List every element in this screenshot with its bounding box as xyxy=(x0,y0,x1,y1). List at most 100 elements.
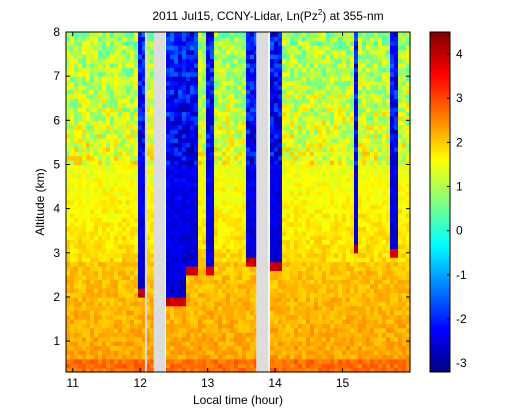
heatmap-cell xyxy=(198,115,203,121)
heatmap-cell xyxy=(138,288,143,294)
heatmap-cell xyxy=(66,213,71,219)
heatmap-cell xyxy=(302,67,307,73)
heatmap-cell xyxy=(102,62,107,68)
heatmap-cell xyxy=(238,292,243,298)
heatmap-cell xyxy=(234,349,239,355)
heatmap-cell xyxy=(250,76,255,82)
heatmap-cell xyxy=(326,146,331,152)
heatmap-cell xyxy=(110,45,115,51)
heatmap-cell xyxy=(182,146,187,152)
heatmap-cell xyxy=(230,98,235,104)
heatmap-cell xyxy=(78,137,83,143)
heatmap-cell xyxy=(302,111,307,117)
heatmap-cell xyxy=(238,274,243,280)
heatmap-cell xyxy=(270,129,275,135)
heatmap-cell xyxy=(186,292,191,298)
heatmap-cell xyxy=(290,160,295,166)
heatmap-cell xyxy=(114,93,119,99)
heatmap-cell xyxy=(326,221,331,227)
heatmap-cell xyxy=(342,80,347,86)
heatmap-cell xyxy=(106,120,111,126)
heatmap-cell xyxy=(314,182,319,188)
heatmap-cell xyxy=(142,239,147,245)
heatmap-cell xyxy=(134,266,139,272)
heatmap-cell xyxy=(146,76,151,82)
heatmap-cell xyxy=(330,133,335,139)
heatmap-cell xyxy=(78,310,83,316)
heatmap-cell xyxy=(94,283,99,289)
heatmap-cell xyxy=(182,67,187,73)
heatmap-cell xyxy=(302,301,307,307)
heatmap-cell xyxy=(326,310,331,316)
heatmap-cell xyxy=(114,323,119,329)
heatmap-cell xyxy=(78,230,83,236)
heatmap-cell xyxy=(118,120,123,126)
heatmap-cell xyxy=(218,84,223,91)
heatmap-cell xyxy=(290,137,295,143)
heatmap-cell xyxy=(110,323,115,329)
heatmap-cell xyxy=(270,314,275,320)
heatmap-cell xyxy=(90,283,95,289)
heatmap-cell xyxy=(150,190,155,196)
heatmap-cell xyxy=(306,40,311,46)
heatmap-cell xyxy=(206,54,211,60)
heatmap-cell xyxy=(182,323,187,329)
heatmap-cell xyxy=(166,173,171,179)
heatmap-cell xyxy=(346,221,351,227)
heatmap-cell xyxy=(198,336,203,342)
heatmap-cell xyxy=(298,235,303,241)
heatmap-cell xyxy=(206,358,211,364)
heatmap-cell xyxy=(134,296,139,302)
heatmap-cell xyxy=(118,45,123,51)
heatmap-cell xyxy=(314,107,319,113)
heatmap-cell xyxy=(210,129,215,135)
heatmap-cell xyxy=(250,367,255,373)
heatmap-cell xyxy=(110,261,115,267)
heatmap-cell xyxy=(310,36,315,42)
heatmap-cell xyxy=(214,274,219,280)
heatmap-cell xyxy=(238,314,243,320)
heatmap-cell xyxy=(334,120,339,126)
heatmap-cell xyxy=(182,40,187,46)
heatmap-cell xyxy=(130,129,135,135)
heatmap-cell xyxy=(282,76,287,82)
heatmap-cell xyxy=(314,129,319,135)
heatmap-cell xyxy=(130,120,135,126)
heatmap-cell xyxy=(338,314,343,320)
heatmap-cell xyxy=(74,142,79,148)
heatmap-cell xyxy=(138,257,143,263)
heatmap-cell xyxy=(202,279,207,285)
heatmap-cell xyxy=(186,252,191,258)
heatmap-cell xyxy=(294,208,299,214)
heatmap-cell xyxy=(178,93,183,99)
heatmap-cell xyxy=(310,107,315,113)
heatmap-cell xyxy=(226,279,231,285)
heatmap-cell xyxy=(338,327,343,333)
heatmap-cell xyxy=(270,84,275,91)
heatmap-cell xyxy=(134,124,139,130)
heatmap-cell xyxy=(234,58,239,64)
heatmap-cell xyxy=(214,204,219,210)
heatmap-cell xyxy=(206,292,211,298)
heatmap-cell xyxy=(222,345,227,351)
heatmap-cell xyxy=(318,36,323,42)
heatmap-cell xyxy=(166,40,171,46)
heatmap-cell xyxy=(274,292,279,298)
heatmap-cell xyxy=(142,279,147,285)
heatmap-cell xyxy=(230,89,235,95)
heatmap-cell xyxy=(186,327,191,333)
heatmap-cell xyxy=(330,142,335,148)
heatmap-cell xyxy=(94,102,99,108)
heatmap-cell xyxy=(310,292,315,298)
heatmap-cell xyxy=(218,67,223,73)
heatmap-cell xyxy=(194,261,199,267)
heatmap-cell xyxy=(142,213,147,219)
heatmap-cell xyxy=(230,58,235,64)
heatmap-cell xyxy=(70,296,75,302)
heatmap-cell xyxy=(306,173,311,179)
heatmap-cell xyxy=(94,319,99,325)
heatmap-cell xyxy=(318,208,323,214)
heatmap-cell xyxy=(190,186,195,192)
heatmap-cell xyxy=(342,252,347,258)
heatmap-cell xyxy=(234,266,239,272)
